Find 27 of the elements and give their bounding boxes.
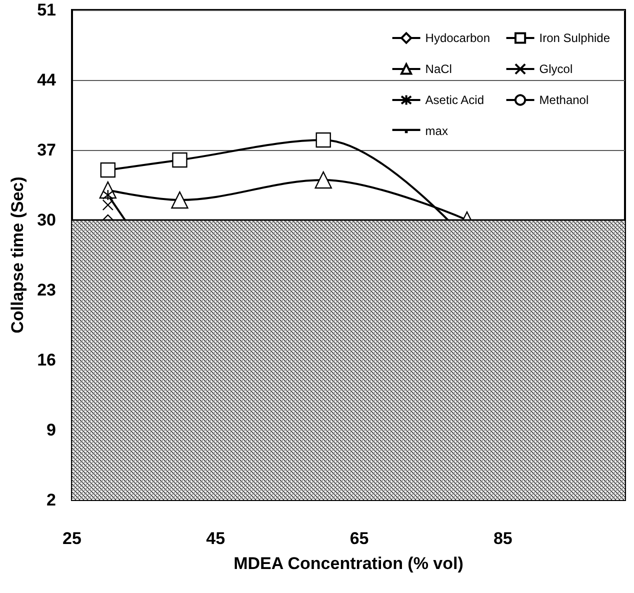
legend-label: Hydocarbon (425, 31, 490, 45)
point (172, 152, 188, 168)
x-axis-title: MDEA Concentration (% vol) (234, 554, 464, 573)
legend-label: Methanol (539, 93, 589, 107)
y-tick-label: 51 (37, 0, 56, 20)
legend-label: Asetic Acid (425, 93, 484, 107)
x-tick-label: 85 (493, 529, 512, 548)
point (316, 132, 331, 148)
y-axis-title: Collapse time (Sec) (8, 176, 28, 334)
legend-label: Iron Sulphide (539, 31, 610, 45)
legend-label: Glycol (539, 62, 573, 76)
y-tick-label: 23 (37, 280, 56, 300)
x-tick-label: 45 (206, 529, 226, 548)
point (314, 171, 332, 189)
y-tick-label: 16 (37, 350, 56, 370)
legend-label: NaCl (425, 62, 452, 76)
x-tick-label: 65 (350, 529, 369, 548)
point (102, 199, 114, 211)
point (100, 162, 116, 178)
y-tick-label: 9 (46, 420, 56, 440)
x-tick-label: 25 (62, 529, 82, 548)
point (171, 191, 188, 209)
y-tick-label: 44 (37, 70, 57, 90)
y-tick-label: 30 (37, 210, 56, 230)
legend-label: max (425, 124, 448, 138)
y-tick-label: 2 (46, 490, 56, 510)
y-tick-label: 37 (37, 140, 56, 160)
